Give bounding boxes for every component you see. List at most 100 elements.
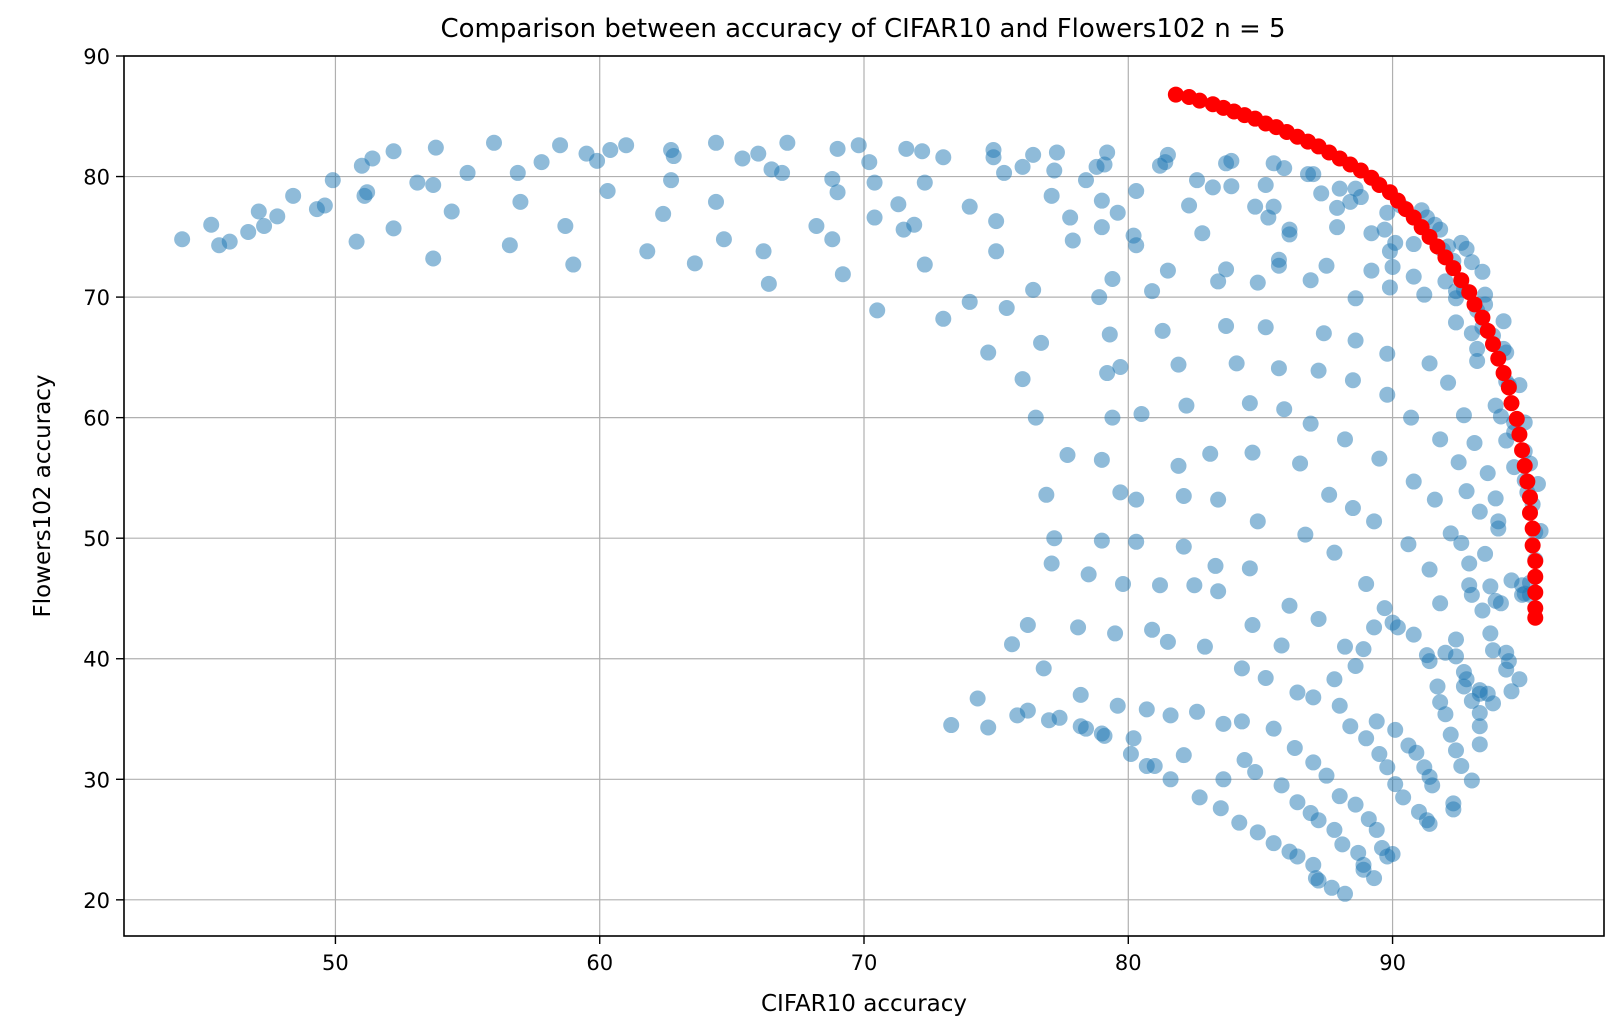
scatter-point — [1492, 408, 1509, 425]
scatter-point — [364, 150, 381, 167]
scatter-point — [1405, 626, 1422, 643]
scatter-point — [1281, 221, 1298, 238]
scatter-point — [760, 275, 777, 292]
scatter-point — [1492, 595, 1509, 612]
scatter-point — [1469, 340, 1486, 357]
scatter-point — [1366, 619, 1383, 636]
scatter-point — [1093, 192, 1110, 209]
scatter-point — [1104, 271, 1121, 288]
scatter-point — [1400, 536, 1417, 553]
scatter-point — [1281, 597, 1298, 614]
scatter-point — [774, 164, 791, 181]
scatter-point — [1128, 491, 1145, 508]
scatter-point — [1432, 595, 1449, 612]
scatter-point — [1048, 144, 1065, 161]
scatter-point — [1440, 374, 1457, 391]
scatter-point — [1241, 395, 1258, 412]
scatter-point — [1128, 533, 1145, 550]
scatter-point — [1514, 442, 1531, 459]
scatter-point — [1231, 814, 1248, 831]
scatter-point — [916, 174, 933, 191]
scatter-point — [1461, 555, 1478, 572]
scatter-point — [1305, 856, 1322, 873]
scatter-point — [1524, 520, 1541, 537]
scatter-point — [750, 145, 767, 162]
scatter-point — [1342, 718, 1359, 735]
scatter-point — [1186, 577, 1203, 594]
scatter-point — [1215, 715, 1232, 732]
scatter-point — [1387, 721, 1404, 738]
scatter-point — [1379, 345, 1396, 362]
scatter-point — [1046, 530, 1063, 547]
scatter-point — [486, 134, 502, 151]
scatter-point — [1210, 273, 1227, 290]
scatter-point — [1310, 872, 1327, 889]
scatter-point — [1202, 445, 1219, 462]
scatter-point — [1450, 454, 1467, 471]
scatter-point — [829, 140, 846, 157]
scatter-point — [1305, 689, 1322, 706]
scatter-point — [1244, 444, 1261, 461]
scatter-point — [1305, 166, 1322, 183]
scatter-point — [1107, 625, 1124, 642]
scatter-point — [1257, 319, 1274, 336]
scatter-point — [1448, 631, 1464, 648]
scatter-point — [1310, 812, 1327, 829]
scatter-point — [1175, 488, 1192, 504]
scatter-point — [1204, 179, 1221, 196]
scatter-point — [1347, 657, 1364, 674]
scatter-point — [1395, 789, 1412, 806]
scatter-point — [1352, 189, 1369, 206]
scatter-point — [459, 164, 476, 181]
scatter-point — [316, 197, 333, 214]
scatter-point — [1344, 500, 1361, 517]
scatter-point — [1133, 406, 1150, 423]
scatter-point — [1389, 619, 1406, 636]
scatter-point — [557, 217, 574, 234]
scatter-point — [1247, 198, 1264, 215]
scatter-point — [1387, 234, 1404, 251]
scatter-point — [869, 302, 886, 319]
scatter-point — [1093, 451, 1110, 468]
scatter-point — [686, 255, 703, 272]
scatter-point — [618, 137, 635, 154]
scatter-point — [914, 143, 931, 160]
scatter-point — [715, 231, 732, 248]
scatter-point — [1347, 332, 1364, 349]
scatter-point — [1078, 720, 1094, 737]
scatter-point — [1233, 660, 1250, 677]
scatter-point — [1442, 525, 1459, 542]
scatter-point — [1426, 491, 1443, 508]
scatter-point — [1025, 146, 1042, 163]
series-0 — [174, 134, 1549, 902]
scatter-point — [1463, 254, 1480, 271]
scatter-point — [1215, 771, 1232, 788]
scatter-point — [1318, 767, 1335, 784]
y-tick-label: 70 — [83, 286, 110, 310]
scatter-point — [1181, 197, 1198, 214]
scatter-point — [1445, 260, 1462, 277]
scatter-point — [1321, 486, 1338, 503]
scatter-point — [589, 152, 606, 169]
x-tick-label: 60 — [586, 951, 613, 975]
scatter-point — [1495, 365, 1512, 382]
scatter-point — [1437, 273, 1454, 290]
scatter-point — [1099, 144, 1116, 161]
scatter-point — [174, 231, 191, 248]
scatter-point — [1276, 401, 1293, 418]
scatter-point — [1329, 219, 1346, 236]
scatter-point — [1241, 560, 1258, 577]
scatter-point — [602, 142, 619, 159]
scatter-point — [1384, 258, 1401, 275]
y-tick-label: 60 — [83, 407, 110, 431]
scatter-point — [916, 256, 933, 273]
scatter-point — [1429, 678, 1446, 695]
scatter-point — [1244, 616, 1261, 633]
scatter-point — [1189, 172, 1205, 189]
scatter-point — [1310, 610, 1327, 627]
scatter-point — [1099, 365, 1116, 382]
scatter-point — [1196, 638, 1213, 655]
scatter-point — [1358, 730, 1375, 747]
scatter-point — [1347, 290, 1364, 307]
